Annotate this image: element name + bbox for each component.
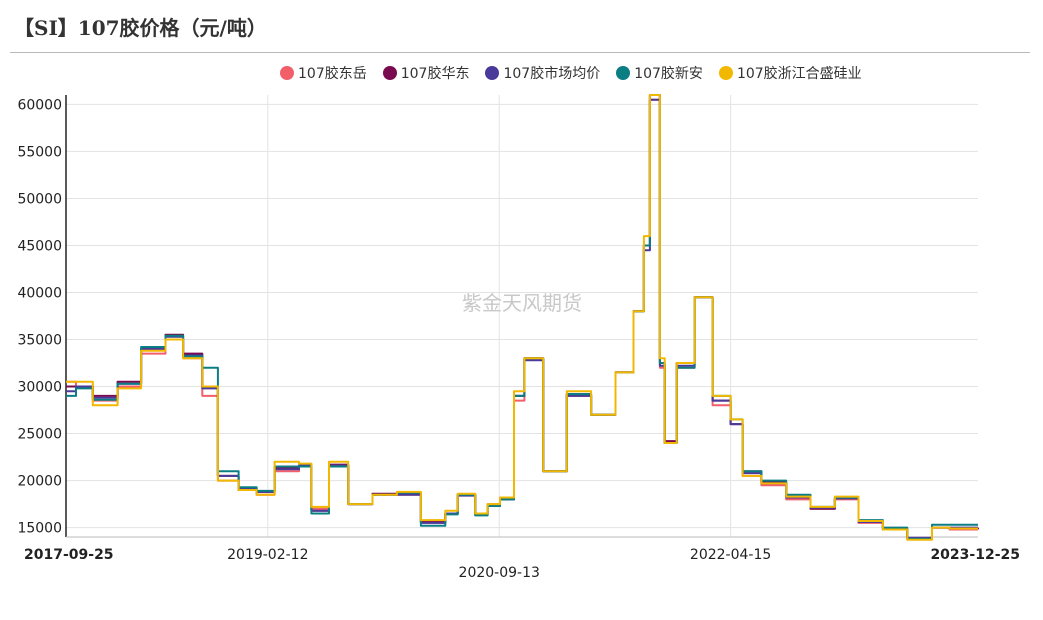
x-tick-label: 2017-09-25 — [24, 547, 114, 563]
legend-marker — [485, 66, 500, 80]
legend-label: 107胶华东 — [400, 66, 470, 82]
watermark: 紫金天风期货 — [462, 291, 582, 315]
y-tick-label: 50000 — [17, 191, 62, 207]
legend-label: 107胶市场均价 — [503, 66, 601, 82]
legend-marker — [616, 66, 631, 80]
legend-marker — [280, 66, 294, 80]
x-tick-label: 2022-04-15 — [690, 547, 771, 563]
x-tick-label: 2019-02-12 — [227, 547, 308, 563]
legend-label: 107胶新安 — [634, 66, 703, 82]
y-tick-label: 25000 — [17, 427, 62, 443]
series-line — [66, 98, 978, 539]
x-tick-label: 2023-12-25 — [930, 547, 1020, 563]
legend-item[interactable]: 107胶浙江合盛硅业 — [718, 63, 862, 83]
x-tick-label: 2020-09-13 — [459, 565, 540, 581]
chart-header: 【SI】107胶价格（元/吨） — [14, 12, 267, 42]
legend-item[interactable]: 107胶新安 — [616, 63, 703, 83]
series-line — [66, 98, 978, 540]
legend-label: 107胶东岳 — [298, 66, 367, 82]
chart-title: 【SI】107胶价格（元/吨） — [14, 16, 267, 40]
series-line — [66, 94, 978, 541]
y-tick-label: 15000 — [17, 521, 62, 537]
series-line — [66, 94, 979, 539]
legend-item[interactable]: 107胶市场均价 — [485, 63, 600, 83]
y-tick-label: 60000 — [17, 97, 62, 113]
y-tick-label: 45000 — [17, 238, 62, 254]
y-tick-label: 35000 — [17, 333, 62, 349]
y-tick-label: 40000 — [17, 285, 62, 301]
legend-item[interactable]: 107胶华东 — [382, 63, 470, 83]
y-tick-label: 55000 — [17, 144, 62, 160]
legend-label: 107胶浙江合盛硅业 — [736, 66, 862, 82]
chart-legend: 107胶东岳 107胶华东 107胶市场均价 107胶新安 107胶浙江合盛硅业 — [280, 62, 878, 84]
header-divider — [10, 52, 1030, 53]
legend-marker — [718, 66, 733, 80]
legend-marker — [382, 66, 397, 80]
legend-item[interactable]: 107胶东岳 — [280, 63, 367, 83]
series-line — [66, 94, 978, 540]
y-tick-label: 20000 — [17, 474, 62, 490]
y-tick-label: 30000 — [17, 380, 62, 396]
